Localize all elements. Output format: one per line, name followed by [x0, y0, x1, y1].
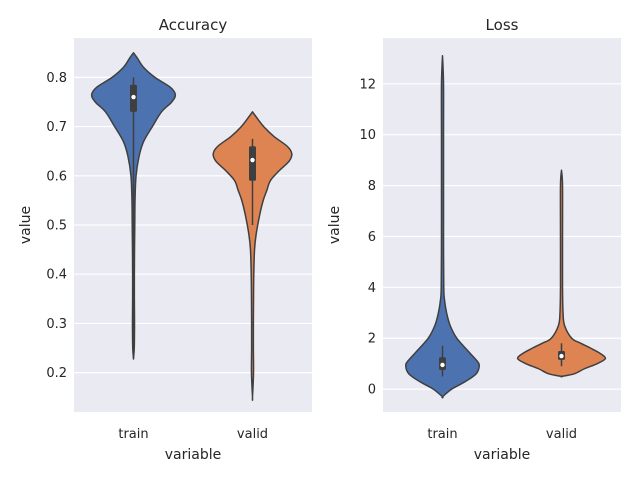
loss-x-tick-label: train: [427, 427, 457, 442]
accuracy-panel: 0.2 0.3 0.4 0.5 0.6 0.7 0.8 train valid Accuracy v…: [18, 16, 312, 463]
loss-median-valid: [559, 353, 564, 359]
loss-y-tick-label: 0: [368, 383, 376, 398]
accuracy-y-tick-label: 0.2: [46, 366, 67, 381]
accuracy-violin-valid: [212, 111, 293, 402]
loss-violin-train: [404, 55, 481, 399]
loss-violin-valid: [516, 169, 607, 378]
loss-y-tick-label: 2: [368, 332, 376, 347]
loss-x-axis-label: variable: [474, 447, 530, 463]
loss-panel: 0 2 4 6 8 10 12 train valid Loss variable value: [327, 16, 621, 463]
accuracy-x-tick-label: valid: [237, 427, 268, 442]
accuracy-median-train: [131, 94, 136, 100]
accuracy-x-axis-label: variable: [165, 447, 221, 463]
loss-x-tick-label: valid: [546, 427, 577, 442]
accuracy-x-tick-label: train: [118, 427, 148, 442]
accuracy-y-tick-label: 0.4: [46, 268, 67, 283]
accuracy-y-tick-label: 0.7: [46, 120, 67, 135]
loss-y-axis-label: value: [327, 206, 343, 244]
accuracy-title: Accuracy: [159, 16, 228, 34]
loss-y-tick-label: 12: [359, 77, 376, 92]
loss-title: Loss: [486, 16, 519, 34]
loss-y-tick-label: 6: [368, 230, 376, 245]
accuracy-y-tick-label: 0.3: [46, 317, 67, 332]
loss-median-train: [440, 362, 445, 368]
accuracy-iqr-box-valid: [249, 146, 256, 181]
accuracy-y-tick-label: 0.6: [46, 169, 67, 184]
loss-y-tick-label: 10: [359, 128, 376, 143]
accuracy-y-axis-label: value: [18, 206, 34, 244]
accuracy-y-tick-label: 0.5: [46, 219, 67, 234]
accuracy-y-tick-label: 0.8: [46, 71, 67, 86]
loss-y-tick-label: 8: [368, 179, 376, 194]
loss-y-tick-label: 4: [368, 281, 376, 296]
accuracy-median-valid: [250, 157, 255, 163]
